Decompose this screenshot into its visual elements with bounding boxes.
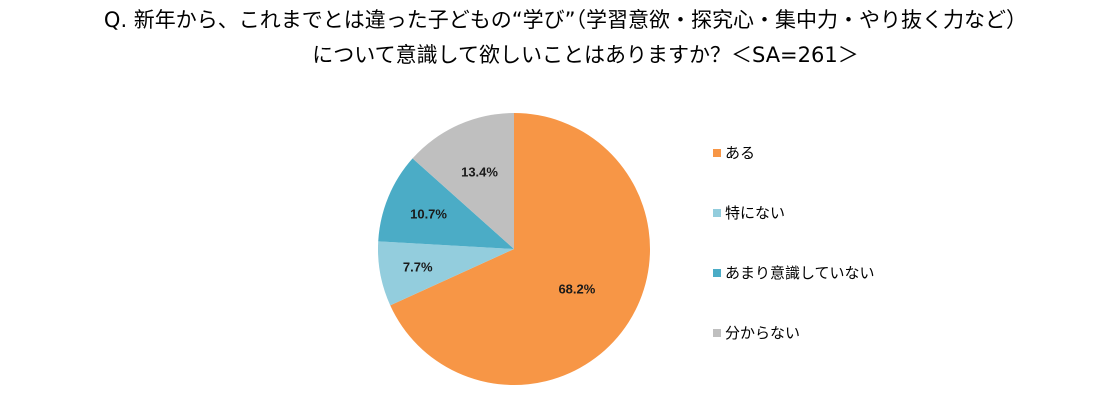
legend-item-aru: ある	[713, 142, 755, 163]
legend-label: ある	[725, 144, 756, 162]
legend-item-wakaranai: 分からない	[713, 322, 800, 343]
legend-item-amari: あまり意識していない	[713, 262, 875, 283]
slice-tokuninai	[378, 241, 514, 306]
slice-wakaranai	[412, 113, 514, 249]
legend-swatch-icon	[713, 328, 721, 337]
legend-item-tokuninai: 特にない	[713, 202, 785, 223]
chart-title-line1: Q. 新年から、これまでとは違った子どもの“学び”（学習意欲・探究心・集中力・や…	[103, 8, 1028, 32]
slice-aru	[390, 113, 650, 385]
chart-title-line2: について意識して欲しいことはありますか？＜SA=261＞	[312, 43, 859, 67]
legend-swatch-icon	[713, 208, 721, 217]
data-label-tokuninai: 7.7%	[402, 259, 433, 275]
legend-label: 分からない	[725, 324, 801, 342]
data-label-wakaranai: 13.4%	[461, 164, 498, 180]
data-label-aru: 68.2%	[558, 281, 596, 297]
legend-label: あまり意識していない	[725, 264, 875, 282]
legend-swatch-icon	[713, 148, 721, 157]
legend-label: 特にない	[725, 204, 786, 222]
legend-swatch-icon	[713, 268, 721, 277]
slice-amari	[378, 158, 514, 249]
data-label-amari: 10.7%	[410, 206, 447, 222]
